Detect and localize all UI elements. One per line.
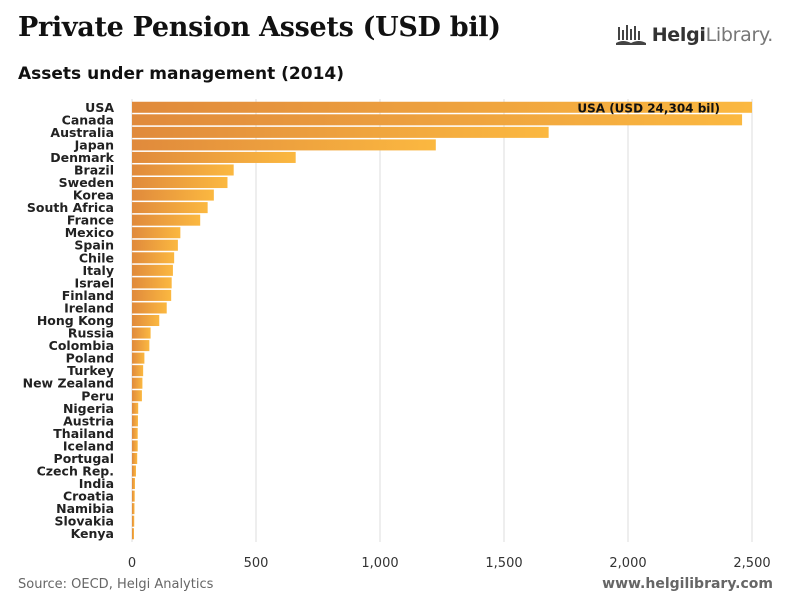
bar <box>132 214 201 226</box>
bar <box>132 365 144 377</box>
category-label: Korea <box>73 188 114 203</box>
bar <box>132 314 160 327</box>
x-tick-label: 2,000 <box>609 556 646 571</box>
x-tick-label: 1,000 <box>361 556 398 571</box>
category-label: South Africa <box>27 200 114 215</box>
bar <box>132 264 173 276</box>
bar <box>132 252 175 264</box>
x-tick-label: 2,500 <box>733 556 770 571</box>
bar <box>132 101 752 113</box>
category-label: Australia <box>50 125 114 140</box>
bar <box>132 151 296 163</box>
category-label: Portugal <box>54 451 114 466</box>
x-tick-label: 1,500 <box>485 556 522 571</box>
category-label: Mexico <box>65 225 115 240</box>
category-label: Spain <box>74 238 114 253</box>
source-note: Source: OECD, Helgi Analytics <box>18 577 214 592</box>
category-label: Canada <box>62 112 114 127</box>
category-label: Turkey <box>67 363 114 378</box>
category-label: USA <box>85 100 114 115</box>
bar <box>132 478 135 490</box>
logo-text-bold: Helgi <box>651 24 706 46</box>
bar <box>132 227 181 239</box>
category-label: Peru <box>81 388 114 403</box>
logo-text-light: Library. <box>705 24 774 46</box>
bar <box>132 139 436 151</box>
bar <box>132 177 228 189</box>
bar <box>132 126 549 138</box>
category-label: Namibia <box>56 501 114 516</box>
bar <box>132 302 167 314</box>
category-label: Colombia <box>49 338 114 353</box>
category-label: Austria <box>63 413 114 428</box>
bar <box>132 415 138 427</box>
website-link[interactable]: www.helgilibrary.com <box>602 576 773 592</box>
category-label: New Zealand <box>23 376 114 391</box>
category-label: Ireland <box>64 300 114 315</box>
bar <box>132 189 214 201</box>
category-label: Hong Kong <box>37 313 114 328</box>
category-label: Croatia <box>63 489 114 504</box>
category-label: France <box>67 213 114 228</box>
bar <box>132 239 178 251</box>
category-label: Kenya <box>71 526 114 541</box>
bar <box>132 490 135 502</box>
chart-title: Private Pension Assets (USD bil) <box>18 12 501 43</box>
category-label: Japan <box>74 137 114 152</box>
library-building-icon <box>615 25 646 45</box>
chart-subtitle: Assets under management (2014) <box>18 64 344 84</box>
x-tick-label: 500 <box>244 556 269 571</box>
bar <box>132 327 151 339</box>
bar <box>132 390 142 402</box>
category-label: Brazil <box>74 162 114 177</box>
bar <box>132 503 135 515</box>
category-label: Thailand <box>53 426 114 441</box>
x-axis-tick-labels: 0 500 1,000 1,500 2,000 2,500 <box>128 556 771 571</box>
category-label: Czech Rep. <box>37 464 114 479</box>
category-labels: USACanadaAustraliaJapanDenmarkBrazilSwed… <box>23 100 115 541</box>
category-label: Finland <box>62 288 114 303</box>
bar <box>132 277 172 289</box>
bar <box>132 202 208 214</box>
bar <box>132 440 138 452</box>
category-label: India <box>79 476 114 491</box>
category-label: Iceland <box>63 438 114 453</box>
bar <box>132 352 145 364</box>
bar <box>132 528 134 540</box>
bar <box>132 377 143 389</box>
bar <box>132 402 139 414</box>
bar <box>132 340 150 352</box>
bar <box>132 452 138 464</box>
category-label: Italy <box>83 263 115 278</box>
bars <box>132 101 752 540</box>
category-label: Russia <box>68 326 114 341</box>
category-label: Denmark <box>50 150 114 165</box>
x-tick-label: 0 <box>128 556 136 571</box>
bar <box>132 289 172 301</box>
bar <box>132 515 135 527</box>
category-label: Poland <box>66 351 114 366</box>
bar <box>132 114 743 126</box>
bar <box>132 465 136 477</box>
category-label: Sweden <box>59 175 114 190</box>
bar <box>132 427 138 439</box>
category-label: Israel <box>75 275 114 290</box>
usa-annotation: USA (USD 24,304 bil) <box>577 101 720 115</box>
category-label: Nigeria <box>63 401 114 416</box>
bar <box>132 164 234 176</box>
category-label: Chile <box>79 250 114 265</box>
helgi-library-logo[interactable]: HelgiLibrary. <box>615 24 774 46</box>
category-label: Slovakia <box>55 514 115 529</box>
